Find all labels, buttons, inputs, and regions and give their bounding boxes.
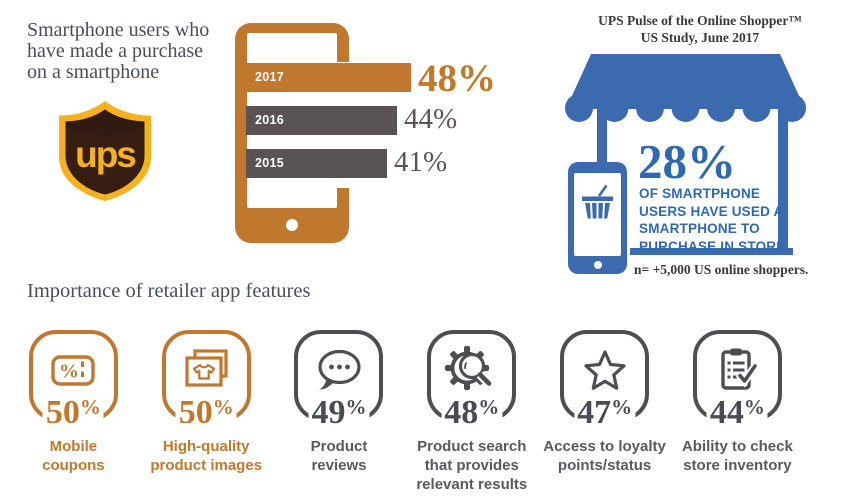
bar-2016: 2016 <box>246 106 397 135</box>
clipboard-check-icon <box>721 348 760 390</box>
feature-label: Ability to check store inventory <box>681 438 793 474</box>
product-images-icon <box>185 348 228 387</box>
ups-logo: ups <box>59 101 151 201</box>
coupon-icon: % <box>51 354 96 386</box>
feature-product-images: 50% High-quality product images <box>140 330 273 494</box>
feature-frame: 48% <box>427 330 517 430</box>
feature-label: Product reviews <box>310 438 368 474</box>
bar-year-label: 2015 <box>255 156 285 170</box>
feature-percent: 50% <box>175 396 237 430</box>
shopping-basket-icon <box>582 184 613 219</box>
store-post-right <box>778 108 788 252</box>
feature-percent: 50% <box>42 396 104 430</box>
feature-frame: 50% <box>161 330 251 430</box>
feature-percent: 44% <box>706 396 768 430</box>
feature-loyalty-points: 47% Access to loyalty points/status <box>538 330 671 494</box>
feature-percent: 47% <box>574 396 636 430</box>
feature-frame: % 50% <box>28 330 118 430</box>
bar-2017: 2017 <box>246 63 411 92</box>
feature-label: Access to loyalty points/status <box>543 438 666 474</box>
bar-value-2017: 48% <box>418 57 496 100</box>
feature-product-reviews: 49% Product reviews <box>273 330 406 494</box>
bar-year-label: 2016 <box>255 113 285 127</box>
feature-frame: 47% <box>560 330 650 430</box>
feature-percent: 49% <box>308 396 370 430</box>
bar-2015: 2015 <box>246 149 387 178</box>
coupon-percent-glyph: % <box>59 360 79 382</box>
sample-size-note: n= +5,000 US online shoppers. <box>634 262 809 277</box>
speech-bubble-icon <box>318 349 361 389</box>
study-title: UPS Pulse of the Online Shopper™ US Stud… <box>580 12 820 46</box>
features-heading: Importance of retailer app features <box>27 280 311 302</box>
search-gear-icon <box>444 345 493 390</box>
feature-label: High-quality product images <box>150 438 263 474</box>
study-title-line2: US Study, June 2017 <box>640 30 760 45</box>
bar-year-label: 2017 <box>255 70 285 84</box>
left-heading: Smartphone users who have made a purchas… <box>27 19 210 83</box>
star-icon <box>583 349 626 390</box>
store-phone-home-button <box>594 261 602 269</box>
store-stat-value: 28% <box>638 134 736 189</box>
bar-value-2016: 44% <box>404 103 458 135</box>
feature-frame: 44% <box>692 330 782 430</box>
feature-product-search: 48% Product search that provides relevan… <box>405 330 538 494</box>
feature-store-inventory: 44% Ability to check store inventory <box>671 330 804 494</box>
features-row: % 50% Mobile coupons 50% High-quality pr… <box>7 330 804 494</box>
feature-label: Product search that provides relevant re… <box>416 438 528 493</box>
feature-frame: 49% <box>294 330 384 430</box>
feature-mobile-coupons: % 50% Mobile coupons <box>7 330 140 494</box>
store-stat-caption: OF SMARTPHONE USERS HAVE USED A SMARTPHO… <box>639 186 786 254</box>
store-floor <box>630 248 793 255</box>
study-title-line1: UPS Pulse of the Online Shopper™ <box>598 13 802 28</box>
ups-logo-text: ups <box>75 134 136 175</box>
phone-home-button <box>286 219 298 231</box>
feature-label: Mobile coupons <box>42 438 105 474</box>
bar-value-2015: 41% <box>394 146 448 178</box>
ups-shield-top-shade <box>65 109 145 136</box>
feature-percent: 48% <box>441 396 503 430</box>
